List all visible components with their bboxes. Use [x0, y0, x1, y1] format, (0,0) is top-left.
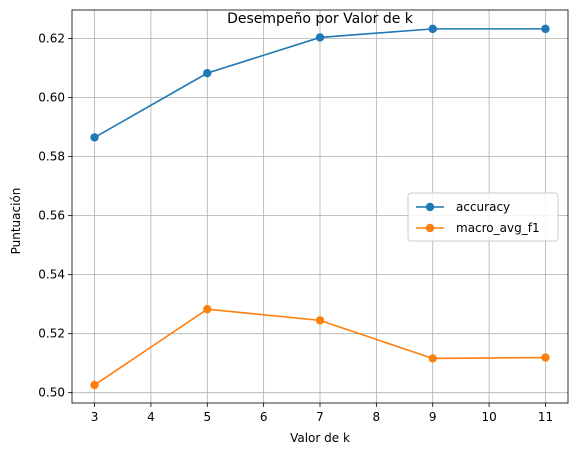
data-point: [315, 316, 325, 325]
data-point: [90, 380, 99, 390]
legend: accuracy macro_avg_f1: [407, 192, 559, 242]
data-point: [541, 353, 550, 362]
y-tick-label: 0.58: [38, 150, 65, 164]
x-axis-label: Valor de k: [290, 431, 350, 445]
legend-label: macro_avg_f1: [456, 221, 540, 235]
x-tick-label: 11: [538, 410, 553, 424]
x-tick-label: 8: [373, 410, 381, 424]
chart-title: Desempeño por Valor de k: [227, 11, 414, 27]
legend-marker: [425, 202, 435, 212]
x-tick-label: 7: [316, 410, 324, 424]
x-tick-label: 5: [203, 410, 211, 424]
y-tick-label: 0.50: [38, 386, 65, 400]
data-point: [428, 354, 437, 363]
y-axis-label: Puntuación: [9, 188, 23, 255]
x-tick-label: 9: [429, 410, 437, 424]
y-tick-label: 0.52: [38, 327, 65, 341]
data-point: [90, 133, 99, 142]
y-tick-label: 0.62: [38, 32, 65, 46]
legend-item: macro_avg_f1: [416, 221, 540, 235]
series-accuracy: [90, 24, 550, 142]
y-tick-label: 0.56: [38, 209, 65, 223]
series-macro_avg_f1: [90, 304, 550, 390]
x-tick-label: 6: [260, 410, 268, 424]
legend-marker: [425, 223, 435, 233]
legend-label: accuracy: [456, 200, 510, 214]
legend-item: accuracy: [416, 200, 510, 214]
series-layer: [90, 24, 550, 390]
data-point: [428, 24, 437, 34]
axis-ticks: 3 4 5 6 7 8 9 10 11 0.50 0.52 0.54 0.56 0.58 0.60 0.62: [38, 32, 553, 424]
x-tick-label: 10: [481, 410, 496, 424]
x-tick-label: 4: [147, 410, 155, 424]
y-tick-label: 0.54: [38, 268, 65, 282]
x-tick-label: 3: [91, 410, 99, 424]
legend-box: [407, 192, 559, 242]
data-point: [203, 304, 212, 314]
data-point: [203, 68, 212, 78]
data-point: [315, 33, 325, 42]
y-tick-label: 0.60: [38, 91, 65, 105]
data-point: [541, 24, 550, 34]
